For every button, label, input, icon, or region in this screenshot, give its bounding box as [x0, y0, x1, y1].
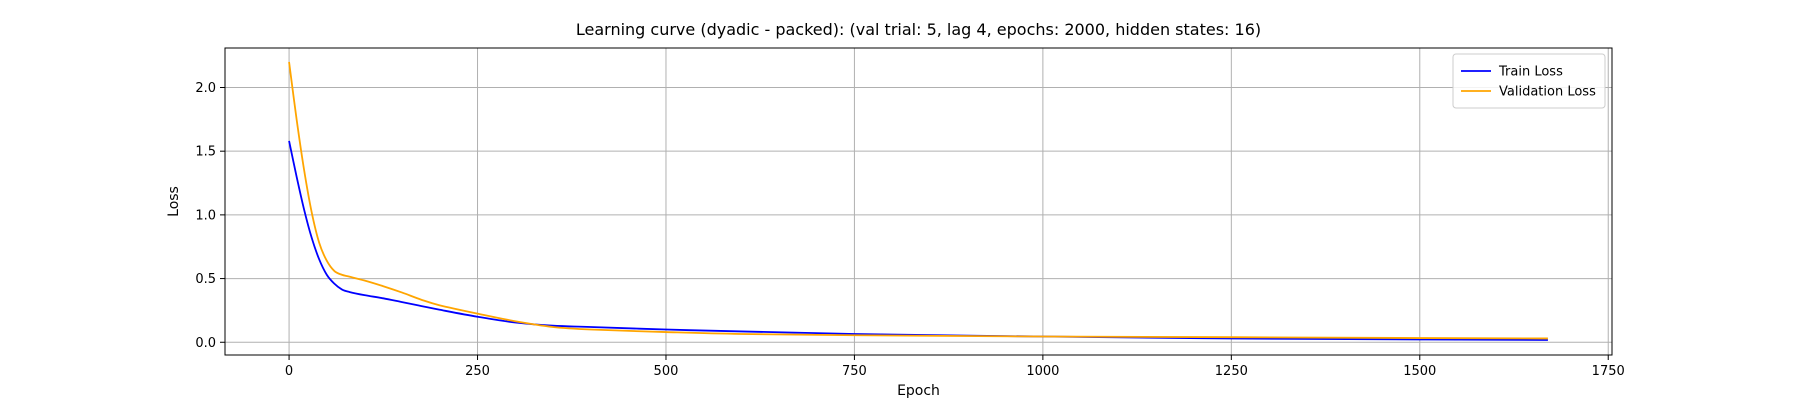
x-tick-label: 0: [285, 364, 293, 379]
x-axis-label: Epoch: [897, 383, 940, 399]
x-tick-label: 1500: [1403, 364, 1436, 379]
plot-area-frame: [224, 47, 1613, 356]
x-tick-label: 750: [842, 364, 867, 379]
x-tick-label: 1750: [1592, 364, 1625, 379]
y-tick-label: 1.5: [195, 145, 216, 160]
legend-label: Train Loss: [1498, 65, 1563, 80]
y-tick-label: 0.0: [195, 336, 216, 351]
series-lines: [288, 61, 1548, 341]
y-tick-label: 0.5: [195, 272, 216, 287]
legend: Train Loss Validation Loss: [1452, 53, 1606, 109]
x-tick-label: 500: [654, 364, 679, 379]
grid: [225, 48, 1612, 355]
y-axis-ticks: 0.0 0.5 1.0 1.5 2.0: [195, 81, 225, 351]
x-tick-label: 250: [465, 364, 490, 379]
chart-title: Learning curve (dyadic - packed): (val t…: [576, 20, 1261, 39]
legend-box: [1452, 53, 1606, 109]
series-line-validation-loss: [288, 61, 1548, 340]
x-tick-label: 1000: [1026, 364, 1059, 379]
y-axis-label: Loss: [166, 186, 182, 217]
x-tick-label: 1250: [1215, 364, 1248, 379]
y-tick-label: 2.0: [195, 81, 216, 96]
y-tick-label: 1.0: [195, 208, 216, 223]
legend-label: Validation Loss: [1499, 85, 1596, 100]
x-axis-ticks: 0 250 500 750 1000 1250 1500 1750: [285, 355, 1625, 379]
